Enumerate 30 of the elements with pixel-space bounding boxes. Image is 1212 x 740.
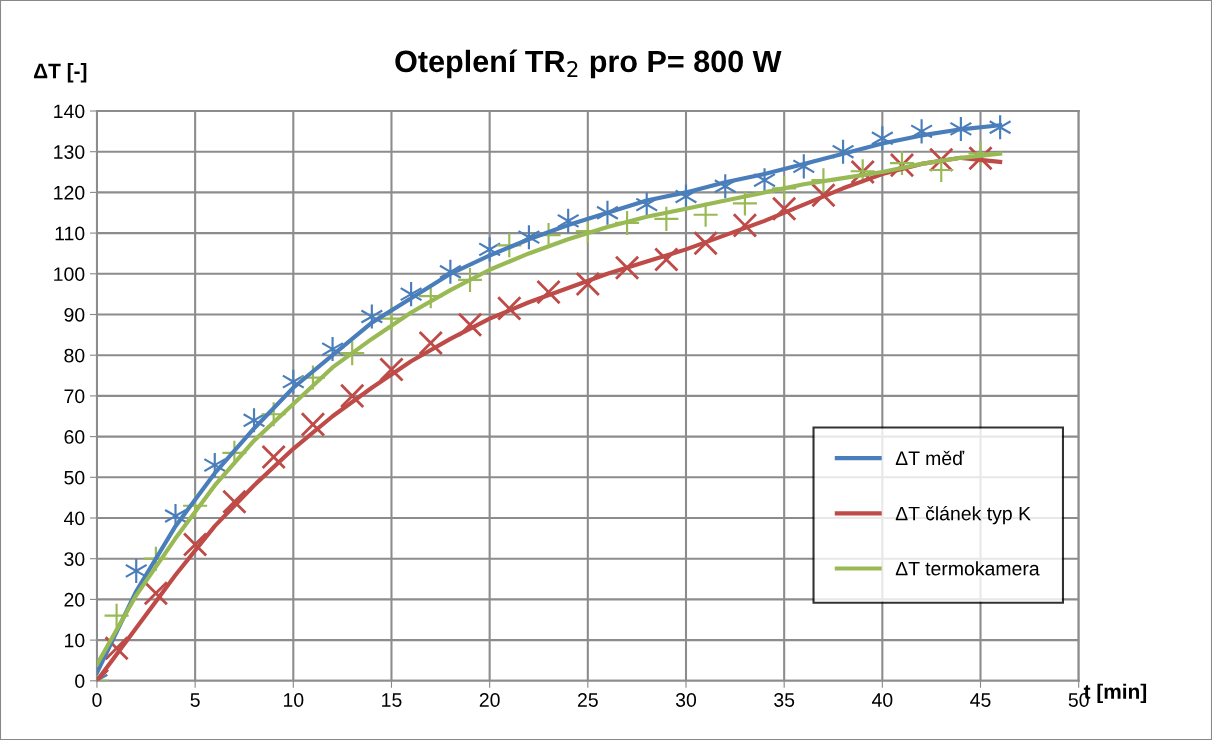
x-tick-label: 45 [970, 693, 991, 707]
y-tick-label: 90 [64, 307, 85, 322]
y-tick-label: 50 [64, 470, 85, 485]
x-tick-label: 10 [283, 693, 304, 707]
legend-label: ΔT termokamera [895, 561, 1040, 576]
x-tick-label: 5 [190, 693, 200, 707]
x-tick-label: 15 [382, 693, 402, 707]
y-tick-label: 130 [54, 145, 85, 159]
chart-title: Oteplení TR$_{2}$ pro P= 800 W [395, 49, 782, 79]
x-tick-label: 25 [577, 693, 598, 707]
y-tick-label: 100 [54, 267, 85, 282]
y-tick-label: 20 [64, 592, 85, 607]
x-tick-label: 20 [479, 693, 500, 707]
y-tick-label: 40 [63, 511, 85, 526]
y-tick-label: 30 [64, 552, 85, 566]
y-axis-title: ΔT [-] [33, 63, 87, 83]
x-tick-label: 40 [871, 693, 893, 707]
y-tick-label: 0 [75, 674, 85, 689]
y-tick-label: 110 [55, 226, 85, 241]
x-tick-label: 0 [92, 693, 102, 707]
legend-label: ΔT měď [895, 450, 965, 466]
x-tick-label: 30 [675, 693, 697, 707]
y-tick-label: 10 [65, 633, 85, 648]
y-tick-label: 70 [64, 389, 85, 404]
legend-label: ΔT článek typ K [895, 505, 1031, 525]
y-tick-label: 80 [64, 348, 85, 363]
y-tick-label: 60 [64, 430, 85, 444]
y-tick-label: 140 [54, 104, 85, 119]
x-tick-label: 35 [774, 693, 795, 707]
y-tick-label: 120 [54, 185, 85, 200]
